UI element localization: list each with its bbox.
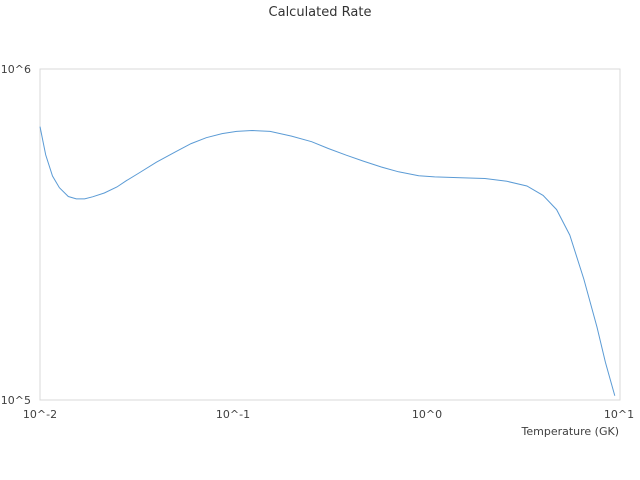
y-tick-label-top: 10^6 bbox=[1, 63, 31, 76]
y-tick-label-bottom: 10^5 bbox=[1, 394, 31, 407]
series-layer bbox=[39, 126, 616, 396]
y-axis: 10^6 10^5 bbox=[1, 63, 31, 407]
x-tick-label-2: 10^-1 bbox=[216, 408, 250, 421]
x-axis-label: Temperature (GK) bbox=[521, 425, 620, 438]
chart-title: Calculated Rate bbox=[269, 5, 372, 20]
x-tick-label-3: 10^0 bbox=[412, 408, 442, 421]
x-tick-label-1: 10^-2 bbox=[23, 408, 57, 421]
plot-area bbox=[39, 68, 621, 401]
x-axis: 10^-2 10^-1 10^0 10^1 bbox=[23, 408, 634, 421]
x-tick-label-4: 10^1 bbox=[604, 408, 634, 421]
series-line-1 bbox=[39, 126, 616, 396]
